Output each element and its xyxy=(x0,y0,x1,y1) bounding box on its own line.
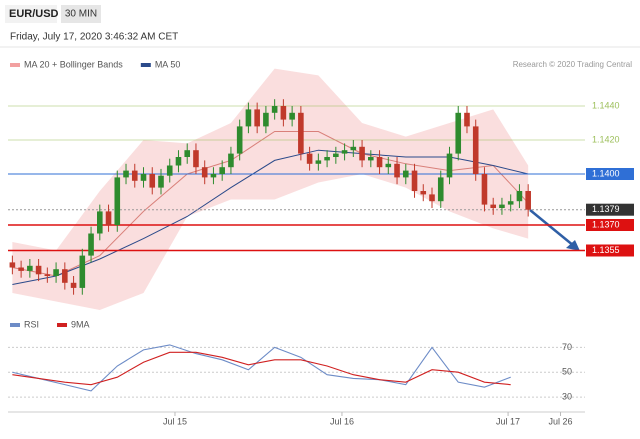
candle-body xyxy=(245,109,252,127)
candle-body xyxy=(9,262,16,268)
candle-body xyxy=(289,112,295,120)
candle-body xyxy=(62,269,68,283)
candle-body xyxy=(306,153,313,164)
x-tick-label: Jul 17 xyxy=(496,416,520,426)
candle-body xyxy=(359,146,365,161)
level-box xyxy=(586,203,634,216)
level-label: 1.1400 xyxy=(592,168,620,178)
candle-body xyxy=(96,211,103,234)
candle-body xyxy=(166,165,173,176)
candle-body xyxy=(193,150,199,168)
candle-body xyxy=(131,170,138,181)
x-tick-label: Jul 26 xyxy=(549,416,573,426)
candle-body xyxy=(350,146,357,151)
level-box xyxy=(586,168,634,180)
candle-body xyxy=(254,109,260,127)
candle-body xyxy=(525,191,531,210)
candle-body xyxy=(385,163,392,168)
level-box xyxy=(586,244,634,257)
arrow xyxy=(529,209,575,247)
level-box xyxy=(586,219,634,231)
candle-body xyxy=(140,174,147,181)
x-tick-label: Jul 16 xyxy=(330,416,354,426)
candle-body xyxy=(280,106,287,120)
candle-body xyxy=(228,153,234,168)
candle-body xyxy=(210,174,217,178)
candle-body xyxy=(298,112,304,154)
legend-swatch xyxy=(10,63,20,67)
level-label: 1.1420 xyxy=(592,134,620,144)
candle-body xyxy=(490,204,497,208)
rsi-line xyxy=(12,344,511,392)
legend-label: RSI xyxy=(24,319,39,329)
candle-body xyxy=(201,167,208,178)
candle-body xyxy=(27,265,33,271)
y-tick-label: 50 xyxy=(562,367,572,377)
candle-body xyxy=(324,157,330,161)
candle-body xyxy=(149,174,156,188)
candle-body xyxy=(105,211,112,225)
candle-body xyxy=(53,269,59,276)
level-label: 1.1355 xyxy=(592,245,620,255)
level-label: 1.1379 xyxy=(592,204,620,214)
timeframe-box[interactable] xyxy=(61,5,101,23)
y-tick-label: 70 xyxy=(562,342,572,352)
candle-body xyxy=(123,170,129,178)
level-label: 1.1370 xyxy=(592,219,620,229)
candle-body xyxy=(429,194,435,202)
candle-body xyxy=(446,153,453,178)
legend-swatch xyxy=(57,323,68,327)
candle-body xyxy=(70,282,77,288)
candle-body xyxy=(175,157,182,166)
candle-body xyxy=(79,255,86,288)
legend-label: MA 50 xyxy=(155,59,181,69)
candle-body xyxy=(464,112,470,127)
timeframe[interactable]: 30 MIN xyxy=(65,9,97,20)
candle-body xyxy=(158,175,164,188)
candle-body xyxy=(341,150,348,154)
symbol-box xyxy=(5,5,57,23)
candle-body xyxy=(481,174,488,205)
bollinger-band xyxy=(12,68,529,310)
candle-body xyxy=(114,177,121,225)
candle-body xyxy=(376,157,383,168)
candle-body xyxy=(368,157,374,161)
level-label: 1.1440 xyxy=(592,100,620,110)
candle-body xyxy=(263,112,269,127)
candle-body xyxy=(35,265,42,275)
symbol: EUR/USD xyxy=(9,8,59,20)
candle-body xyxy=(236,126,243,154)
candle-body xyxy=(420,191,427,195)
legend-label: 9MA xyxy=(71,319,90,329)
candle-body xyxy=(184,150,191,157)
candle-body xyxy=(411,170,418,191)
candle-body xyxy=(271,106,278,113)
candle-body xyxy=(455,112,462,154)
candle-body xyxy=(44,274,51,276)
x-tick-label: Jul 15 xyxy=(163,416,187,426)
legend-swatch xyxy=(10,323,20,327)
candle-body xyxy=(507,201,514,205)
candle-body xyxy=(394,163,400,178)
candle-body xyxy=(18,267,24,271)
candle-body xyxy=(516,191,523,202)
candle-body xyxy=(402,170,409,178)
y-tick-label: 30 xyxy=(562,391,572,401)
datetime: Friday, July 17, 2020 3:46:32 AM CET xyxy=(10,32,178,43)
candle-body xyxy=(499,204,505,208)
legend-swatch xyxy=(140,63,151,67)
candle-body xyxy=(472,126,479,174)
candle-body xyxy=(315,160,322,164)
candle-body xyxy=(88,233,94,256)
credit: Research © 2020 Trading Central xyxy=(513,60,633,69)
arrow-head xyxy=(566,240,580,251)
rsi-line xyxy=(12,351,511,386)
candle-body xyxy=(333,153,339,157)
candle-body xyxy=(219,167,225,174)
candle-body xyxy=(437,177,444,202)
legend-label: MA 20 + Bollinger Bands xyxy=(24,59,123,69)
